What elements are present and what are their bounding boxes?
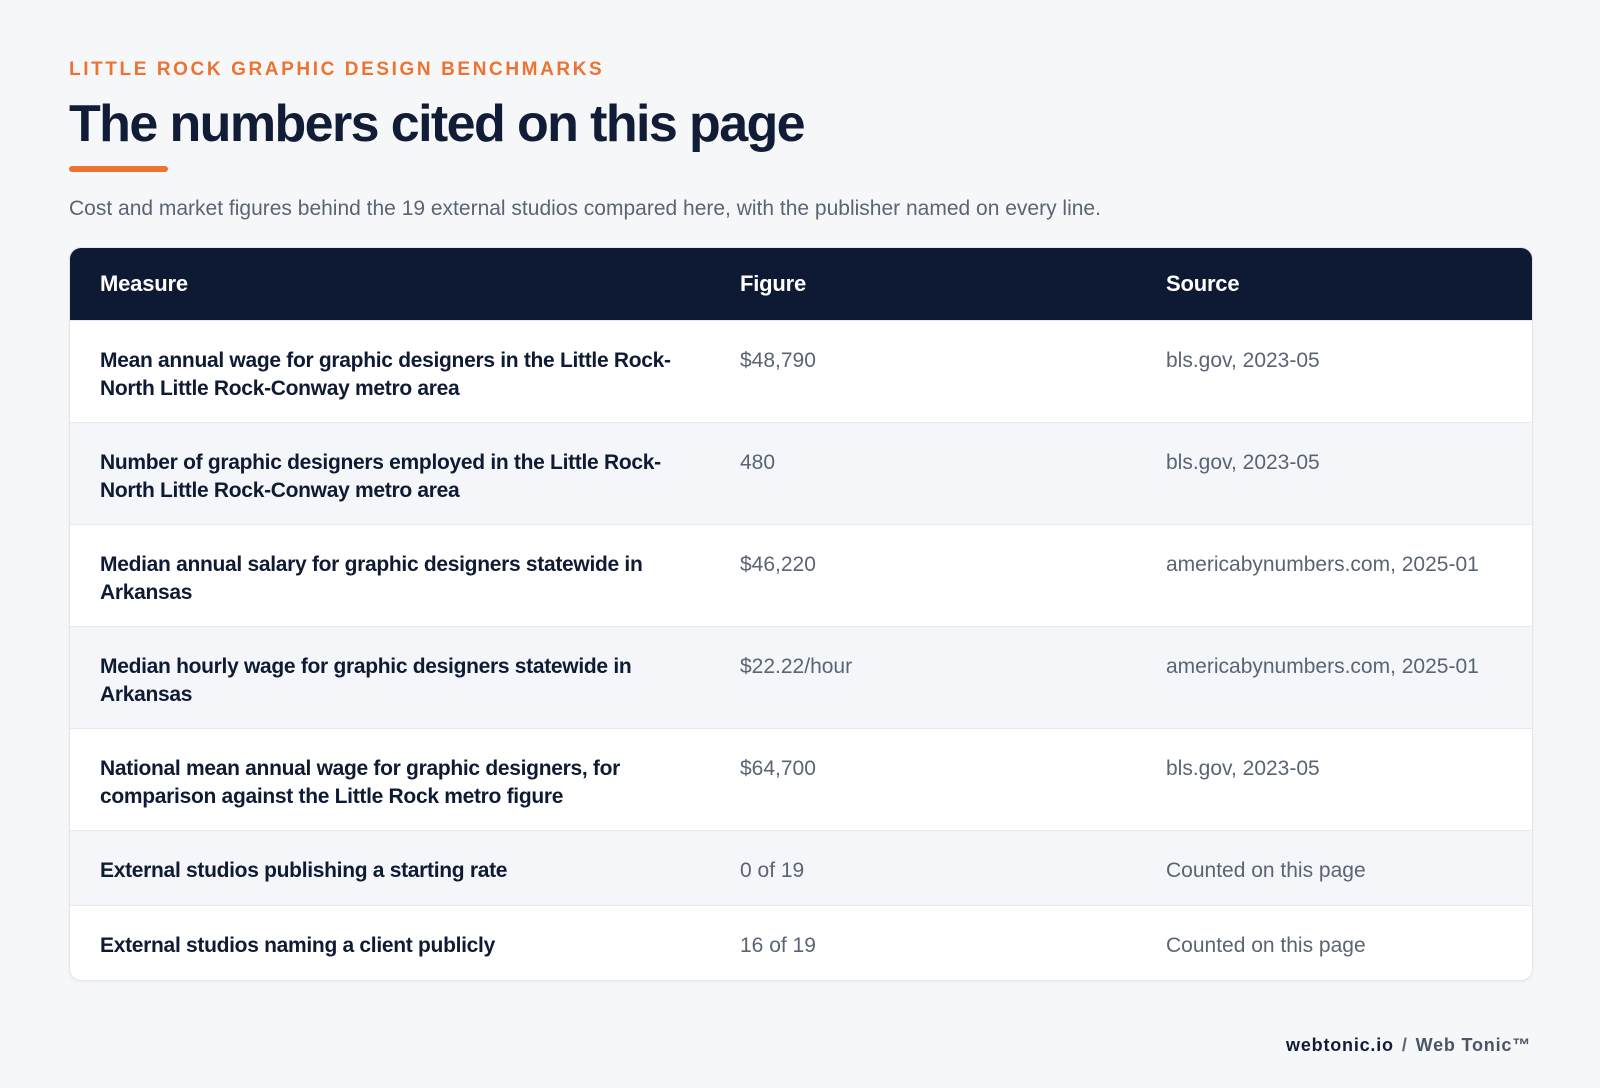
benchmarks-table-card: Measure Figure Source Mean annual wage f… [69, 247, 1533, 981]
footer-credit: webtonic.io / Web Tonic™ [1286, 1035, 1531, 1056]
table-row: National mean annual wage for graphic de… [70, 728, 1532, 830]
table-header: Measure Figure Source [70, 248, 1532, 320]
eyebrow-label: LITTLE ROCK GRAPHIC DESIGN BENCHMARKS [69, 59, 605, 80]
measure-cell: National mean annual wage for graphic de… [100, 756, 621, 808]
measure-cell: External studios naming a client publicl… [100, 933, 495, 957]
figure-cell: $48,790 [740, 348, 816, 372]
table-row: Number of graphic designers employed in … [70, 422, 1532, 524]
measure-cell: Median hourly wage for graphic designers… [100, 654, 632, 706]
table-row: Mean annual wage for graphic designers i… [70, 320, 1532, 422]
table-row: Median hourly wage for graphic designers… [70, 626, 1532, 728]
measure-cell: Number of graphic designers employed in … [100, 450, 661, 502]
column-header-source: Source [1166, 270, 1240, 296]
page-title: The numbers cited on this page [69, 95, 806, 153]
figure-cell: 480 [740, 450, 776, 474]
table-row: External studios publishing a starting r… [70, 830, 1532, 905]
title-underline-divider [69, 166, 168, 172]
figure-cell: $22.22/hour [740, 654, 853, 678]
page-subtitle: Cost and market figures behind the 19 ex… [69, 197, 1101, 220]
figure-cell: 0 of 19 [740, 858, 805, 882]
footer-brand: Web Tonic™ [1415, 1035, 1531, 1055]
source-cell: americabynumbers.com, 2025-01 [1166, 654, 1479, 678]
source-cell: Counted on this page [1166, 933, 1366, 957]
column-header-measure: Measure [100, 270, 188, 296]
source-cell: bls.gov, 2023-05 [1166, 756, 1320, 780]
source-cell: americabynumbers.com, 2025-01 [1166, 552, 1479, 576]
table-row: External studios naming a client publicl… [70, 905, 1532, 980]
table-header-row: Measure Figure Source [70, 248, 1532, 320]
figure-cell: $46,220 [740, 552, 816, 576]
source-cell: bls.gov, 2023-05 [1166, 450, 1320, 474]
measure-cell: External studios publishing a starting r… [100, 858, 508, 882]
source-cell: Counted on this page [1166, 858, 1366, 882]
column-header-figure: Figure [740, 270, 807, 296]
figure-cell: $64,700 [740, 756, 816, 780]
measure-cell: Mean annual wage for graphic designers i… [100, 348, 671, 400]
table-row: Median annual salary for graphic designe… [70, 524, 1532, 626]
measure-cell: Median annual salary for graphic designe… [100, 552, 643, 604]
footer-domain-link[interactable]: webtonic.io [1286, 1035, 1394, 1055]
benchmarks-table: Measure Figure Source Mean annual wage f… [70, 248, 1532, 980]
table-body: Mean annual wage for graphic designers i… [70, 320, 1532, 980]
footer-separator: / [1401, 1035, 1408, 1055]
source-cell: bls.gov, 2023-05 [1166, 348, 1320, 372]
figure-cell: 16 of 19 [740, 933, 816, 957]
